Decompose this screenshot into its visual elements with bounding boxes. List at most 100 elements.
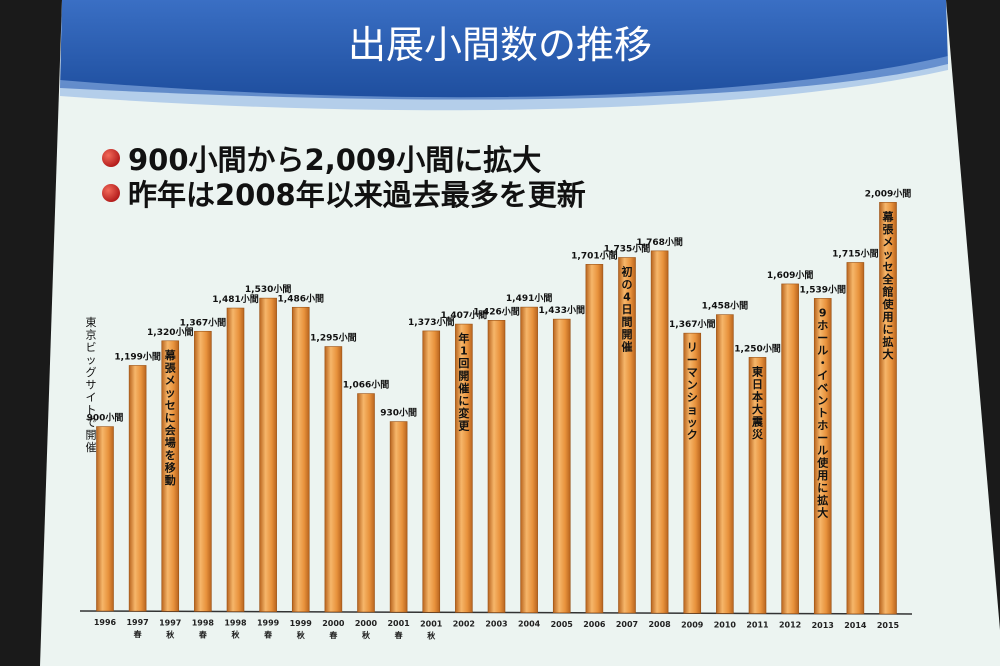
annotation-label: 年 1 回開催に変更 (458, 331, 470, 433)
bar-chart: 900小間1,199小間1,320小間1,367小間1,481小間1,530小間… (79, 187, 913, 640)
x-tick-season-label: 春 (264, 630, 272, 640)
bar-2011 (748, 357, 767, 614)
data-label: 2,009小間 (865, 187, 911, 199)
data-label: 1,426小間 (473, 305, 519, 317)
bar-2003 (487, 320, 506, 613)
x-tick-label: 2015 (877, 621, 900, 630)
data-label-group: 900小間1,199小間1,320小間1,367小間1,481小間1,530小間… (87, 187, 912, 423)
x-tick-label: 2013 (812, 621, 834, 630)
x-tick-label: 2009 (681, 620, 704, 629)
bar-2014 (846, 262, 865, 615)
bar-2005 (552, 318, 571, 614)
x-axis-tick-labels: 1996 1997 春 1997 秋 1998 春 1998 秋 1999 春 1999 秋 2000 春 2… (94, 618, 900, 640)
slide-title: 出展小間数の推移 (348, 23, 652, 67)
x-tick-label: 1996 (94, 618, 117, 627)
bar-2000-春 (324, 346, 343, 613)
x-tick-season-label: 秋 (231, 630, 241, 640)
x-tick-label: 2012 (779, 621, 801, 630)
data-label: 1,491小間 (506, 292, 552, 304)
bar-1998-春 (194, 330, 212, 612)
x-tick-label: 2000 (322, 619, 345, 628)
x-tick-label: 2008 (648, 620, 671, 629)
title-banner-swoosh (60, 56, 948, 111)
data-label: 1,609小間 (767, 269, 813, 281)
bar-1998-秋 (226, 307, 245, 612)
x-tick-label: 2001 (420, 619, 443, 628)
x-tick-label: 2004 (518, 620, 541, 629)
x-tick-season-label: 秋 (361, 630, 371, 640)
x-tick-season-label: 春 (395, 630, 403, 640)
x-tick-label: 2005 (551, 620, 574, 629)
data-label: 1,735小間 (604, 242, 650, 254)
x-tick-label: 2006 (583, 620, 606, 629)
data-label: 1,539小間 (800, 283, 846, 295)
x-tick-label: 1999 (257, 619, 280, 628)
bar-2013 (813, 298, 832, 615)
data-label: 1,530小間 (245, 283, 291, 295)
bar-1999-春 (259, 297, 277, 612)
x-tick-label: 2010 (714, 620, 737, 629)
annotation-label: 初の 4 日間開催 (622, 264, 633, 353)
data-label: 1,320小間 (147, 326, 193, 338)
data-label: 1,715小間 (832, 247, 878, 259)
bar-2001-秋 (422, 330, 441, 613)
x-tick-season-label: 春 (199, 629, 207, 639)
x-tick-label: 1997 (126, 618, 148, 627)
bar-2006 (585, 264, 604, 614)
x-tick-season-label: 秋 (165, 629, 175, 639)
x-tick-label: 2003 (485, 620, 507, 629)
x-tick-season-label: 秋 (426, 630, 436, 640)
x-tick-season-label: 春 (329, 630, 337, 640)
data-label: 1,486小間 (278, 292, 324, 304)
bullet-dot-2 (102, 184, 120, 202)
bullet-list: 900小間から2,009小間に拡大 昨年は2008年以来過去最多を更新 (102, 143, 586, 212)
bar-series (96, 202, 897, 615)
data-label: 1,768小間 (636, 236, 682, 248)
x-tick-label: 1998 (192, 618, 215, 627)
bar-1997-秋 (161, 340, 180, 612)
x-tick-label: 1999 (290, 619, 313, 628)
x-tick-label: 2011 (746, 621, 769, 630)
data-label: 1,458小間 (702, 300, 748, 312)
data-label: 1,250小間 (734, 342, 780, 354)
annotation-label: 東日本大震災 (751, 364, 764, 441)
data-label: 1,701小間 (571, 249, 617, 261)
x-tick-season-label: 秋 (296, 630, 306, 640)
x-tick-label: 2007 (616, 620, 638, 629)
bar-2007 (618, 257, 636, 614)
bar-1997-春 (128, 365, 147, 612)
x-tick-label: 1997 (159, 618, 181, 627)
bar-2012 (781, 283, 799, 614)
bar-2004 (520, 306, 538, 613)
data-label: 1,367小間 (669, 318, 715, 330)
data-label: 930小間 (380, 407, 417, 419)
annotation-group: 東京ビッグサイトで開催 幕張メッセに会場を移動 年 1 回開催に変更 初の 4 日間開催 リーマ… (86, 209, 895, 519)
bar-2000-秋 (357, 393, 375, 613)
x-tick-season-label: 春 (134, 629, 142, 639)
x-tick-label: 2000 (355, 619, 378, 628)
annotation-label: 9 ホール・イベントホール使用に拡大 (816, 306, 829, 519)
x-tick-label: 2014 (844, 621, 867, 630)
bar-1999-秋 (291, 306, 310, 613)
bullet-2-text: 昨年は2008年以来過去最多を更新 (128, 178, 586, 212)
bar-2010 (716, 314, 734, 614)
data-label: 1,373小間 (408, 316, 454, 328)
data-label: 1,481小間 (212, 293, 258, 305)
data-label: 900小間 (87, 412, 124, 424)
bar-2002 (455, 323, 473, 613)
data-label: 1,407小間 (441, 309, 487, 321)
bullet-dot-1 (102, 149, 120, 167)
x-tick-label: 1998 (224, 619, 247, 628)
title-banner (60, 0, 948, 100)
data-label: 1,433小間 (539, 304, 585, 316)
data-label: 1,199小間 (114, 350, 160, 362)
annotation-label: 幕張メッセに会場を移動 (164, 348, 177, 487)
x-tick-label: 2001 (387, 619, 410, 628)
annotation-label: リーマンショック (687, 341, 698, 442)
data-label: 1,295小間 (310, 332, 356, 344)
bar-1996 (96, 426, 114, 612)
bullet-1-text: 900小間から2,009小間に拡大 (128, 143, 541, 177)
bar-2009 (683, 332, 702, 614)
data-label: 1,367小間 (180, 316, 226, 328)
